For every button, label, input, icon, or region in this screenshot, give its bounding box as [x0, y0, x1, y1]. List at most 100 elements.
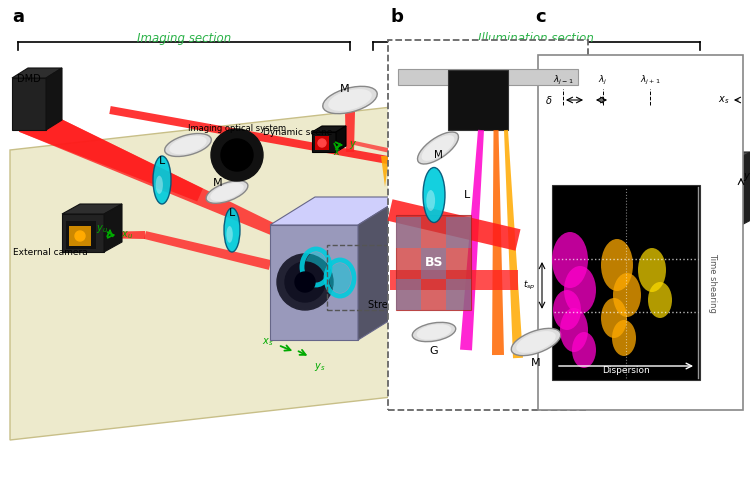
- Text: L: L: [159, 156, 165, 166]
- Text: $\lambda_{j-1}$: $\lambda_{j-1}$: [553, 74, 573, 87]
- Polygon shape: [336, 126, 346, 152]
- Text: Time shearing: Time shearing: [708, 253, 717, 313]
- Bar: [315, 136, 329, 150]
- Polygon shape: [713, 152, 750, 240]
- Ellipse shape: [322, 86, 377, 114]
- Text: Imaging section: Imaging section: [136, 32, 231, 45]
- Bar: [395, 145, 433, 185]
- Ellipse shape: [648, 282, 672, 318]
- Text: $\lambda_{j+1}$: $\lambda_{j+1}$: [640, 74, 660, 87]
- Bar: [448, 70, 508, 130]
- Text: c: c: [535, 8, 545, 26]
- Bar: [538, 55, 743, 410]
- Text: M: M: [531, 358, 541, 368]
- Text: DMD: DMD: [17, 74, 40, 84]
- Polygon shape: [390, 270, 518, 290]
- Text: $y_s$: $y_s$: [314, 361, 326, 373]
- Ellipse shape: [601, 298, 627, 338]
- Ellipse shape: [601, 239, 633, 291]
- Text: M: M: [340, 84, 350, 94]
- Ellipse shape: [413, 322, 456, 342]
- Ellipse shape: [516, 331, 556, 353]
- Polygon shape: [46, 68, 62, 130]
- Polygon shape: [510, 158, 524, 210]
- Bar: [421, 248, 446, 279]
- Ellipse shape: [564, 266, 596, 314]
- Ellipse shape: [612, 320, 636, 356]
- Bar: [388, 40, 588, 410]
- Polygon shape: [525, 182, 589, 209]
- Ellipse shape: [512, 328, 561, 355]
- Text: Dynamic scene: Dynamic scene: [263, 128, 333, 137]
- Bar: [396, 217, 421, 248]
- Text: G: G: [430, 346, 438, 356]
- Text: Streak camera: Streak camera: [368, 300, 440, 310]
- Ellipse shape: [206, 180, 248, 204]
- Ellipse shape: [224, 208, 240, 252]
- Ellipse shape: [165, 134, 211, 156]
- Ellipse shape: [422, 135, 454, 161]
- Polygon shape: [12, 68, 62, 78]
- Polygon shape: [504, 130, 523, 358]
- Bar: [446, 217, 471, 248]
- Bar: [66, 221, 96, 249]
- Text: External camera: External camera: [13, 248, 87, 257]
- Polygon shape: [95, 231, 145, 239]
- Ellipse shape: [572, 332, 596, 368]
- Polygon shape: [144, 231, 272, 270]
- Ellipse shape: [210, 183, 244, 201]
- Polygon shape: [588, 172, 713, 240]
- Ellipse shape: [170, 136, 207, 154]
- Text: $x$: $x$: [333, 147, 341, 157]
- Polygon shape: [358, 197, 403, 340]
- Polygon shape: [270, 197, 403, 225]
- Text: M: M: [433, 150, 442, 160]
- Circle shape: [211, 129, 263, 181]
- Text: a: a: [12, 8, 24, 26]
- Polygon shape: [426, 162, 434, 184]
- Bar: [446, 279, 471, 310]
- Polygon shape: [411, 160, 419, 185]
- Ellipse shape: [418, 132, 458, 164]
- Ellipse shape: [416, 324, 452, 340]
- Polygon shape: [110, 106, 511, 186]
- Polygon shape: [396, 158, 404, 186]
- Ellipse shape: [426, 190, 435, 211]
- Bar: [398, 69, 578, 85]
- Ellipse shape: [305, 252, 327, 282]
- Polygon shape: [381, 156, 389, 187]
- Text: Beamsplitter
pair: Beamsplitter pair: [489, 152, 543, 172]
- Text: Glass rod: Glass rod: [441, 142, 483, 151]
- Text: $\delta$: $\delta$: [545, 94, 553, 106]
- Text: L: L: [464, 190, 470, 200]
- Text: $x_s$: $x_s$: [718, 94, 729, 106]
- Ellipse shape: [423, 168, 445, 222]
- Text: Illumination section: Illumination section: [478, 32, 594, 45]
- Polygon shape: [312, 126, 346, 132]
- Polygon shape: [62, 214, 104, 252]
- Text: $x_s$: $x_s$: [262, 336, 273, 348]
- Polygon shape: [388, 200, 520, 250]
- Bar: [396, 215, 471, 310]
- Text: $x_u$: $x_u$: [121, 229, 133, 241]
- Bar: [69, 226, 91, 246]
- Ellipse shape: [560, 308, 588, 352]
- Bar: [327, 245, 399, 310]
- Polygon shape: [492, 130, 504, 355]
- Text: Dispersion: Dispersion: [602, 366, 650, 375]
- Text: Imaging optical system: Imaging optical system: [188, 124, 286, 133]
- Ellipse shape: [153, 156, 171, 204]
- Text: $y$: $y$: [349, 139, 357, 151]
- Text: $\lambda_j$: $\lambda_j$: [598, 74, 608, 87]
- Ellipse shape: [328, 89, 372, 111]
- Circle shape: [285, 262, 325, 302]
- Polygon shape: [312, 132, 336, 152]
- Text: $y_u$: $y_u$: [96, 223, 108, 235]
- Polygon shape: [520, 155, 534, 207]
- Polygon shape: [270, 225, 358, 340]
- Bar: [552, 185, 700, 380]
- Ellipse shape: [552, 232, 588, 288]
- Circle shape: [318, 139, 326, 147]
- Polygon shape: [588, 152, 750, 172]
- Polygon shape: [104, 204, 122, 252]
